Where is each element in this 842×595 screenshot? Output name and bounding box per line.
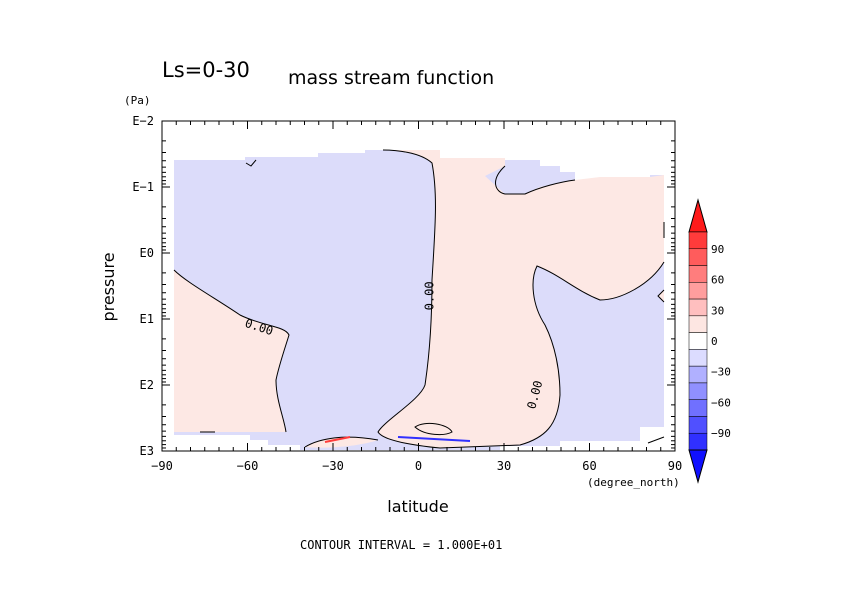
contour-line-notch xyxy=(245,159,257,167)
colorbar-label: 90 xyxy=(711,243,724,256)
colorbar-segment xyxy=(688,315,708,333)
colorbar-segment xyxy=(688,349,708,367)
colorbar-segment xyxy=(688,432,708,451)
positive-region-south xyxy=(174,270,289,432)
colorbar-segment xyxy=(688,416,708,434)
zero-contours xyxy=(173,149,665,449)
x-tick-label: −30 xyxy=(322,459,344,473)
colorbar-segment xyxy=(688,332,708,350)
negative-cell-edge xyxy=(397,436,471,442)
contour-label: 0.00 xyxy=(422,281,436,310)
y-axis-ticks: E−2 E−1 E0 E1 E2 E3 xyxy=(132,114,675,458)
stream-function-fields xyxy=(174,150,664,450)
x-axis-unit: (degree_north) xyxy=(587,476,680,489)
chart-title: Ls=0-30 xyxy=(162,58,250,82)
positive-region-central xyxy=(378,150,664,448)
colorbar-segment xyxy=(688,382,708,400)
colorbar-segment xyxy=(688,365,708,384)
y-tick-label: E−2 xyxy=(132,114,154,128)
plot-area: 0.000.000.00 −90 −60 −30 0 30 60 90 E−2E−1E0E1… xyxy=(132,114,682,473)
y-tick-label: E2 xyxy=(140,378,154,392)
colorbar-label: −90 xyxy=(711,427,731,440)
x-tick-label: 0 xyxy=(415,459,422,473)
contour-line-bottom-right xyxy=(647,436,665,444)
colorbar: 90 60 30 0 −30 −60 −90 xyxy=(688,198,731,484)
x-tick-label: 30 xyxy=(497,459,511,473)
colorbar-label: 0 xyxy=(711,335,718,348)
y-tick-label: E−1 xyxy=(132,180,154,194)
contour-line-cell-lower xyxy=(304,436,379,448)
positive-region-north-edge xyxy=(658,290,664,302)
colorbar-label: 60 xyxy=(711,274,724,287)
y-tick-label: E0 xyxy=(140,246,154,260)
x-axis-label: latitude xyxy=(387,497,448,516)
colorbar-label: −30 xyxy=(711,366,731,379)
y-tick-label: E3 xyxy=(140,444,154,458)
colorbar-max-arrow xyxy=(688,198,708,233)
chart-subtitle: mass stream function xyxy=(288,67,494,89)
colorbar-min-arrow xyxy=(688,449,708,484)
y-axis-unit: (Pa) xyxy=(124,94,151,107)
colorbar-segment xyxy=(688,298,708,317)
x-tick-label: −60 xyxy=(237,459,259,473)
colorbar-segment xyxy=(688,282,708,300)
colorbar-label: −60 xyxy=(711,396,731,409)
y-tick-label: E1 xyxy=(140,312,154,326)
colorbar-segment xyxy=(688,248,708,266)
colorbar-segment xyxy=(688,265,708,283)
contour-line-cell-upper xyxy=(414,422,453,436)
y-axis-label: pressure xyxy=(99,252,118,321)
x-tick-label: 60 xyxy=(582,459,596,473)
colorbar-segment xyxy=(688,231,708,250)
x-tick-label: 90 xyxy=(668,459,682,473)
positive-region-cell-lower xyxy=(305,437,378,448)
contour-line-central xyxy=(377,149,665,449)
x-axis-ticks: −90 −60 −30 0 30 60 90 xyxy=(151,121,682,473)
contour-line-south xyxy=(173,269,290,433)
colorbar-label: 30 xyxy=(711,304,724,317)
colorbar-segment xyxy=(688,399,708,417)
contour-line-top xyxy=(495,165,576,195)
x-tick-label: −90 xyxy=(151,459,173,473)
contour-interval-note: CONTOUR INTERVAL = 1.000E+01 xyxy=(300,538,502,552)
contour-line-north-edge xyxy=(657,289,665,303)
positive-cell-edge xyxy=(324,436,351,443)
